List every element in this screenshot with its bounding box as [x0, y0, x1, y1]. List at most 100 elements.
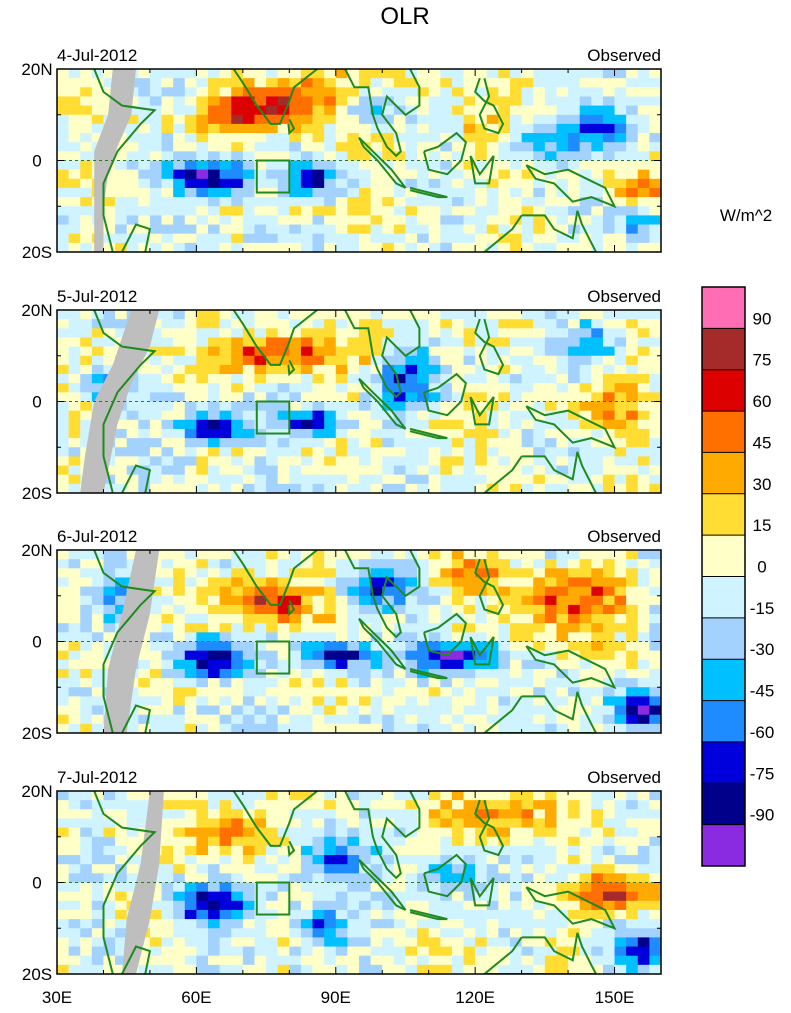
olr-cell — [498, 346, 511, 357]
olr-cell — [440, 447, 453, 457]
olr-cell — [184, 87, 197, 98]
colorbar-swatch — [702, 328, 745, 371]
olr-cell — [556, 836, 569, 847]
olr-cell — [568, 364, 581, 375]
olr-cell — [300, 809, 314, 820]
olr-cell — [544, 723, 558, 733]
olr-cell — [486, 668, 499, 679]
olr-cell — [126, 447, 139, 457]
olr-cell — [544, 827, 558, 838]
olr-cell — [231, 855, 244, 865]
olr-cell — [324, 873, 337, 884]
olr-cell — [544, 855, 558, 865]
olr-cell — [161, 410, 174, 421]
olr-cell — [196, 169, 209, 180]
olr-cell — [428, 319, 441, 329]
coastline — [423, 612, 468, 657]
olr-cell — [417, 800, 430, 810]
olr-cell — [173, 123, 186, 134]
olr-cell — [463, 809, 476, 820]
olr-cell — [417, 242, 430, 252]
olr-cell — [115, 809, 128, 820]
olr-cell — [115, 187, 128, 198]
olr-cell — [626, 659, 639, 670]
olr-cell — [521, 465, 534, 476]
olr-cell — [510, 909, 523, 920]
olr-cell — [649, 242, 661, 252]
olr-cell — [347, 319, 360, 329]
olr-cell — [382, 438, 395, 448]
olr-cell — [91, 337, 105, 348]
olr-cell — [579, 687, 592, 697]
olr-cell — [266, 123, 279, 134]
olr-cell — [393, 69, 407, 79]
olr-cell — [103, 328, 116, 339]
olr-cell — [521, 69, 534, 79]
olr-cell — [498, 319, 511, 329]
olr-cell — [440, 123, 453, 134]
olr-cell — [521, 559, 534, 569]
olr-cell — [533, 827, 546, 838]
olr-cell — [289, 142, 302, 152]
olr-cell — [115, 310, 128, 320]
olr-cell — [579, 133, 592, 143]
olr-cell — [289, 328, 302, 339]
olr-cell — [626, 133, 639, 143]
olr-cell — [451, 559, 465, 569]
olr-cell — [614, 428, 627, 439]
olr-cell — [568, 909, 581, 920]
olr-cell — [579, 374, 592, 384]
olr-cell — [393, 160, 407, 171]
olr-cell — [510, 87, 523, 98]
olr-cell — [451, 964, 465, 974]
olr-cell — [626, 604, 639, 615]
olr-cell — [475, 96, 488, 107]
olr-cell — [149, 882, 163, 893]
olr-cell — [57, 705, 70, 716]
olr-cell — [614, 383, 627, 393]
olr-cell — [242, 946, 256, 957]
olr-cell — [68, 964, 81, 974]
olr-cell — [405, 410, 418, 421]
olr-cell — [614, 678, 627, 688]
olr-cell — [312, 355, 325, 366]
olr-cell — [440, 364, 453, 375]
olr-cell — [173, 346, 186, 357]
olr-cell — [486, 319, 499, 329]
olr-cell — [451, 855, 465, 865]
olr-cell — [614, 310, 627, 320]
olr-cell — [451, 355, 465, 366]
olr-cell — [266, 87, 279, 98]
olr-cell — [393, 687, 407, 697]
olr-cell — [382, 705, 395, 716]
olr-cell — [126, 791, 139, 801]
olr-cell — [208, 800, 221, 810]
olr-cell — [277, 364, 290, 375]
olr-cell — [393, 964, 407, 974]
olr-cell — [254, 919, 267, 929]
olr-cell — [417, 328, 430, 339]
olr-cell — [324, 614, 337, 624]
olr-cell — [196, 474, 209, 485]
y-tick-label: 20S — [22, 243, 52, 262]
olr-cell — [289, 604, 302, 615]
olr-cell — [428, 955, 441, 966]
olr-cell — [68, 410, 81, 421]
olr-cell — [91, 641, 105, 652]
olr-cell — [521, 900, 534, 911]
olr-cell — [208, 392, 221, 403]
olr-cell — [289, 96, 302, 107]
olr-cell — [173, 233, 186, 244]
olr-cell — [393, 178, 407, 189]
olr-cell — [568, 836, 581, 847]
olr-cell — [591, 133, 604, 143]
olr-cell — [614, 447, 627, 457]
olr-cell — [126, 800, 139, 810]
olr-cell — [521, 873, 534, 884]
olr-cell — [579, 623, 592, 633]
olr-cell — [359, 392, 372, 403]
olr-cell — [173, 705, 186, 716]
olr-cell — [440, 114, 453, 125]
olr-cell — [510, 714, 523, 725]
olr-cell — [80, 123, 93, 134]
